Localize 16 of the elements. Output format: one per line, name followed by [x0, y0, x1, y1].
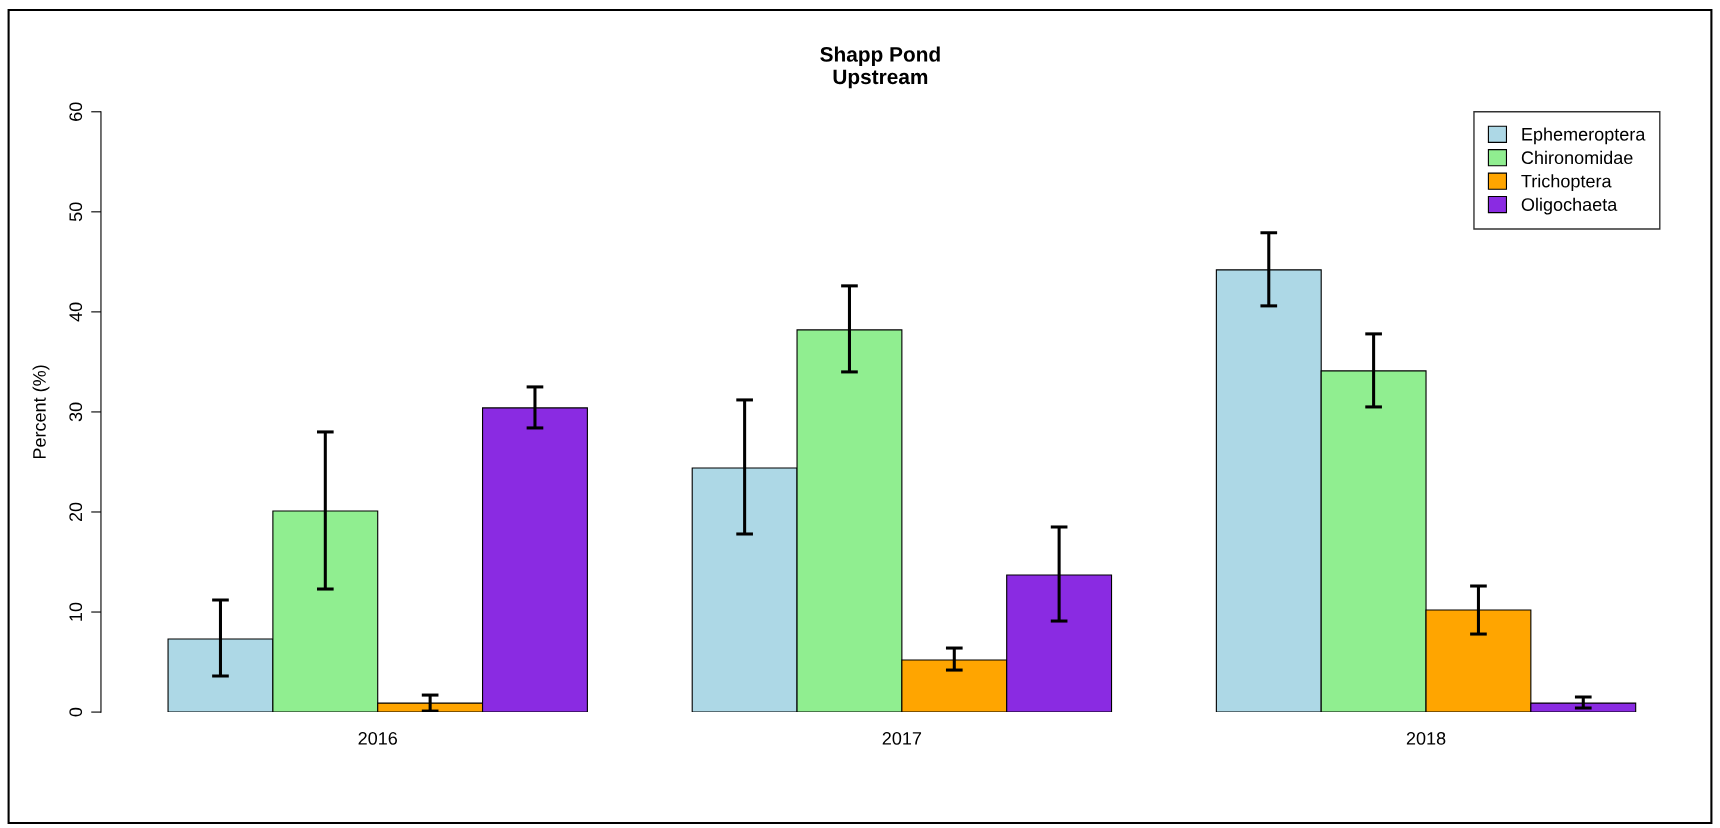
x-tick-label: 2017 [882, 732, 922, 745]
legend-label: Oligochaeta [1521, 197, 1618, 215]
y-tick-label: 40 [69, 302, 83, 322]
legend-label: Ephemeroptera [1522, 127, 1646, 145]
y-tick-label: 10 [69, 602, 83, 621]
y-tick-label: 30 [69, 402, 83, 422]
y-tick-label: 0 [69, 707, 83, 717]
legend-label: Chironomidae [1521, 150, 1633, 165]
chart-title: Shapp Pond Upstream [820, 46, 940, 89]
y-tick-label: 20 [69, 502, 83, 522]
y-tick-label: 60 [69, 102, 83, 121]
x-tick-label: 2016 [358, 732, 398, 745]
y-tick-label: 50 [69, 202, 83, 222]
y-axis-title: Percent (%) [32, 365, 50, 459]
legend-label: Trichoptera [1521, 174, 1612, 192]
x-tick-label: 2018 [1406, 732, 1446, 745]
